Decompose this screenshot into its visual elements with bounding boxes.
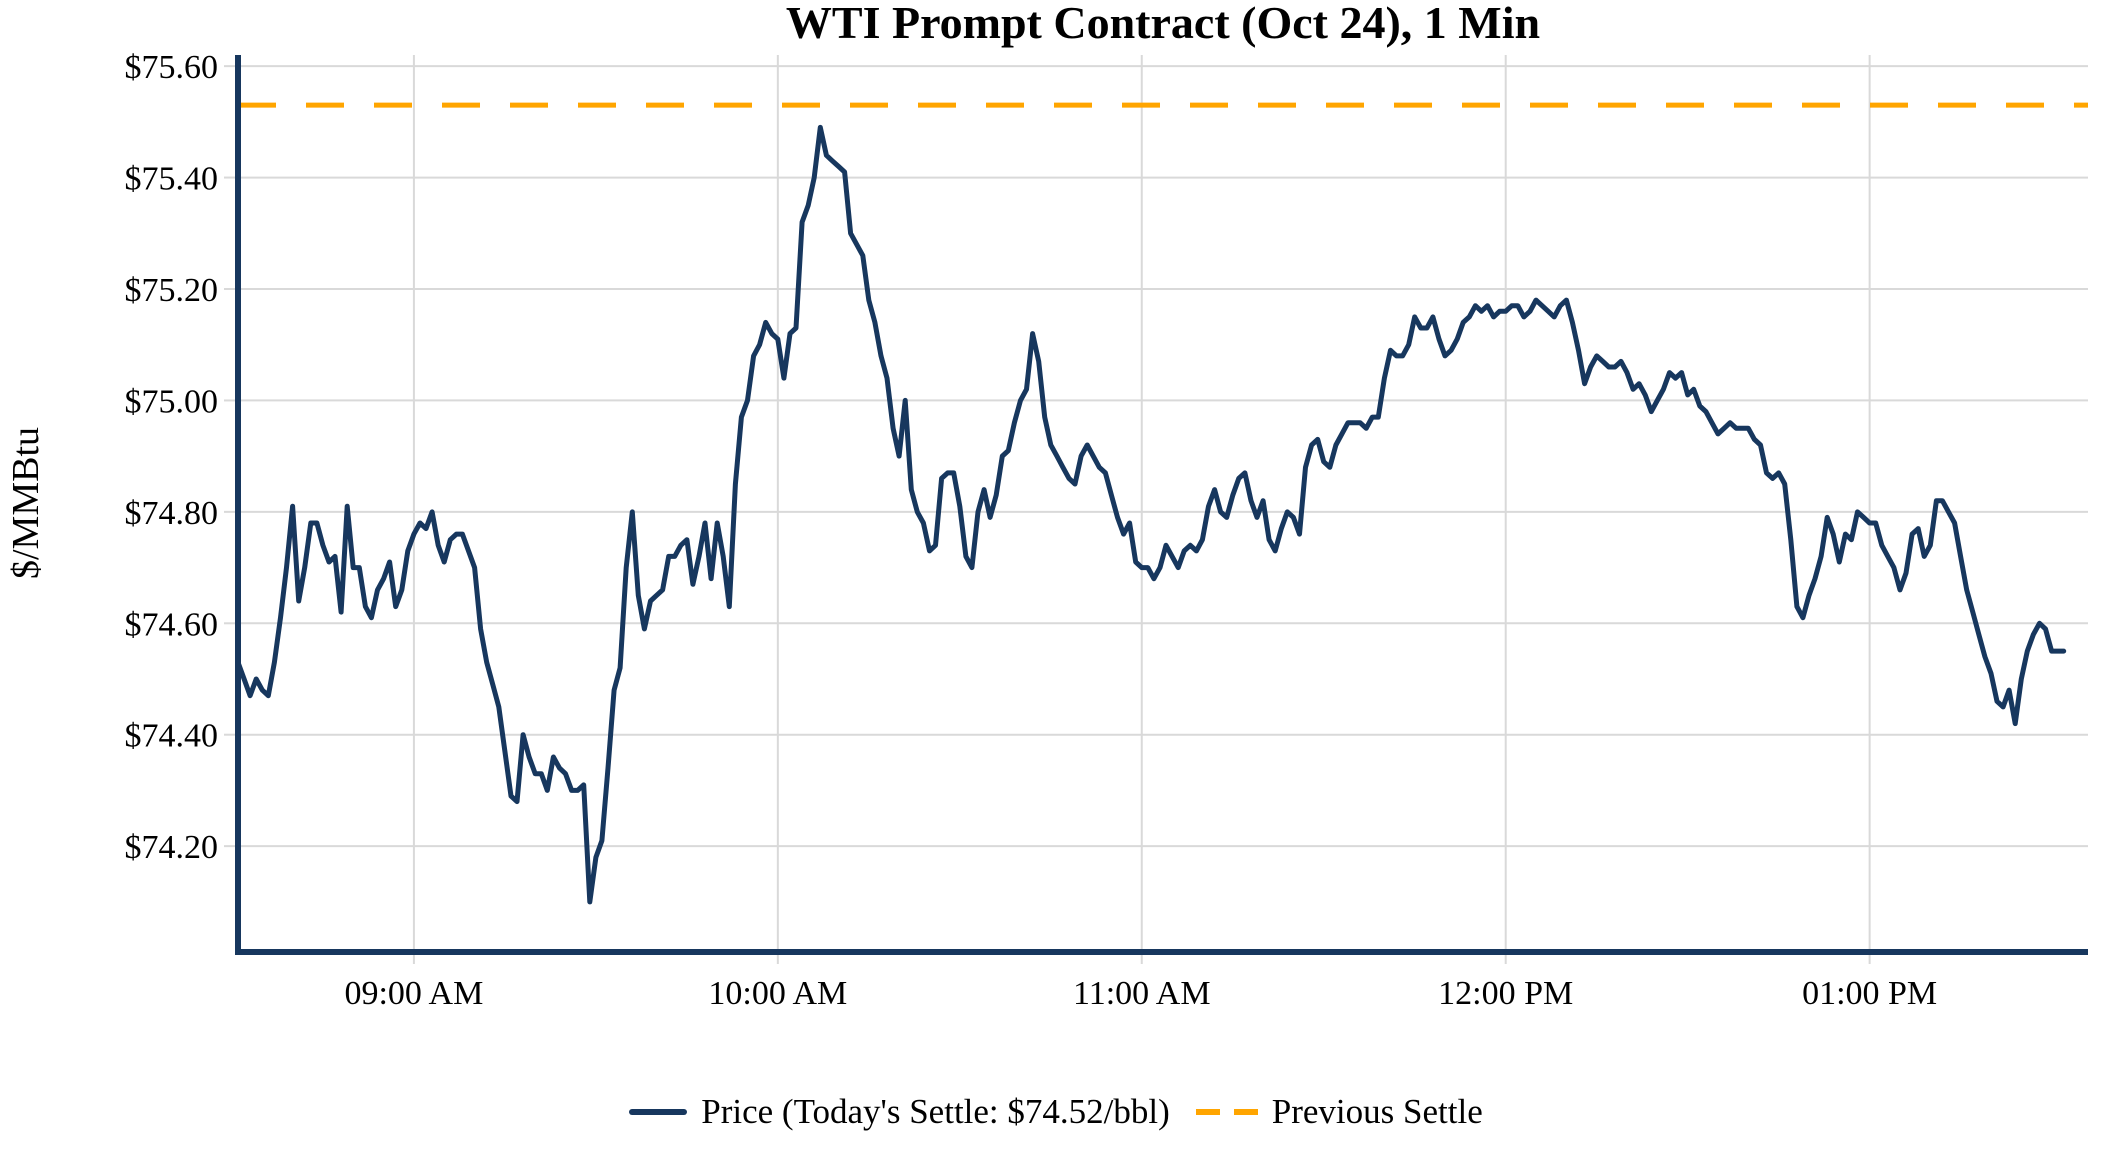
previous-settle-swatch [1195, 1109, 1258, 1115]
y-tick-label: $74.20 [125, 829, 219, 866]
legend: Price (Today's Settle: $74.52/bbl) Previ… [0, 1082, 2112, 1142]
x-tick-label: 01:00 PM [1802, 975, 1937, 1012]
y-tick-label: $74.40 [125, 718, 219, 755]
legend-previous-settle-label: Previous Settle [1271, 1092, 1483, 1131]
chart-title: WTI Prompt Contract (Oct 24), 1 Min [785, 0, 1541, 48]
x-tick-label: 09:00 AM [344, 975, 483, 1012]
y-tick-label: $75.40 [125, 161, 219, 198]
legend-item-previous-settle: Previous Settle [1195, 1092, 1483, 1132]
y-tick-label: $74.80 [125, 495, 219, 532]
price-line-swatch [629, 1109, 688, 1115]
x-tick-label: 10:00 AM [708, 975, 847, 1012]
y-tick-label: $75.00 [125, 383, 219, 420]
legend-price-label: Price (Today's Settle: $74.52/bbl) [701, 1092, 1170, 1131]
price-line [235, 124, 2067, 905]
y-tick-label: $74.60 [125, 606, 219, 643]
legend-item-price: Price (Today's Settle: $74.52/bbl) [629, 1092, 1170, 1132]
y-tick-label: $75.20 [125, 272, 219, 309]
y-tick-label: $75.60 [125, 49, 219, 86]
x-tick-label: 12:00 PM [1438, 975, 1573, 1012]
x-tick-label: 11:00 AM [1073, 975, 1211, 1012]
